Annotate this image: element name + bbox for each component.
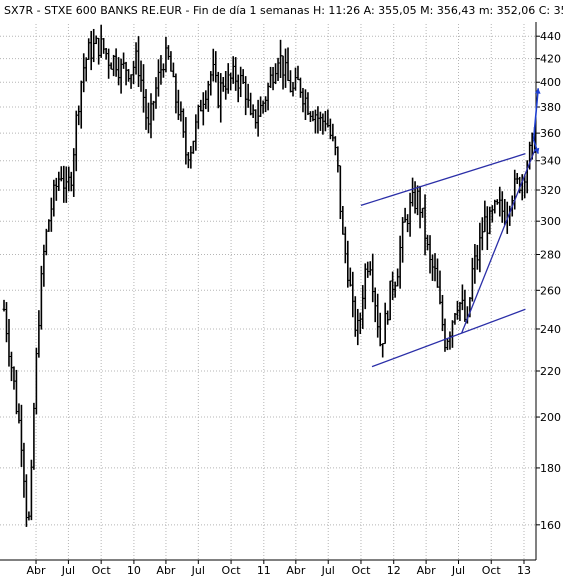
x-tick-labels: Abr Jul Oct 10 Abr Jul Oct 11 Abr Jul Oct 12 Abr Jul O… <box>27 560 531 576</box>
x-tick-label: Jul <box>191 564 205 576</box>
x-tick-label: 13 <box>517 564 531 576</box>
x-tick-label: 12 <box>387 564 401 576</box>
x-tick-label: 11 <box>257 564 271 576</box>
y-tick-labels: 160 180 200 220 240 260 280 300 320 340 360 380 400 4… <box>536 30 561 532</box>
x-tick-label: Abr <box>286 564 306 576</box>
gridlines <box>0 24 536 560</box>
projection-arrow <box>532 88 540 140</box>
x-tick-label: Jul <box>321 564 335 576</box>
y-tick-label: 400 <box>540 76 561 89</box>
x-tick-label: Abr <box>417 564 437 576</box>
x-tick-label: Oct <box>482 564 502 576</box>
projection-arrows <box>532 88 541 154</box>
y-tick-label: 380 <box>540 101 561 114</box>
y-tick-label: 420 <box>540 53 561 66</box>
y-tick-label: 260 <box>540 284 561 297</box>
x-tick-label: Oct <box>222 564 242 576</box>
y-tick-label: 440 <box>540 30 561 43</box>
arrow-head <box>534 88 541 94</box>
x-tick-label: Abr <box>156 564 176 576</box>
y-tick-label: 240 <box>540 323 561 336</box>
x-tick-label: Jul <box>61 564 75 576</box>
y-tick-label: 340 <box>540 155 561 168</box>
x-tick-label: Oct <box>351 564 371 576</box>
trendline <box>461 149 536 334</box>
chart-header: SX7R - STXE 600 BANKS RE.EUR - Fin de dí… <box>4 4 563 17</box>
y-tick-label: 200 <box>540 411 561 424</box>
y-tick-label: 360 <box>540 127 561 140</box>
y-tick-label: 300 <box>540 215 561 228</box>
trendline <box>371 308 526 368</box>
trendline <box>360 153 526 206</box>
x-tick-label: Abr <box>27 564 47 576</box>
y-tick-label: 280 <box>540 249 561 262</box>
y-tick-label: 160 <box>540 519 561 532</box>
y-tick-label: 320 <box>540 184 561 197</box>
y-tick-label: 220 <box>540 365 561 378</box>
y-tick-label: 180 <box>540 462 561 475</box>
x-tick-label: Jul <box>451 564 465 576</box>
price-bars <box>2 24 537 527</box>
x-tick-label: 10 <box>127 564 141 576</box>
trendlines <box>360 149 536 368</box>
arrow-head <box>533 147 540 154</box>
x-tick-label: Oct <box>92 564 112 576</box>
